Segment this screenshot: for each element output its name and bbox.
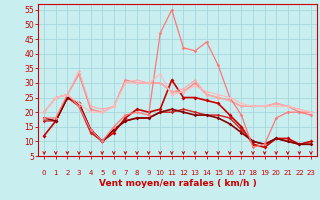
X-axis label: Vent moyen/en rafales ( km/h ): Vent moyen/en rafales ( km/h ) (99, 179, 256, 188)
